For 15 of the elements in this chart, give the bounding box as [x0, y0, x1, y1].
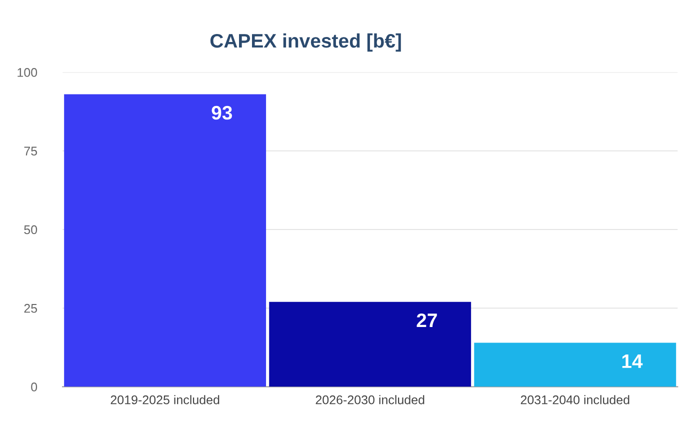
- bar: [64, 94, 266, 387]
- data-label: 93: [212, 106, 232, 120]
- y-tick-label: 50: [24, 225, 38, 234]
- bar: [474, 342, 676, 387]
- data-label: 14: [622, 354, 643, 368]
- x-tick-label: 2026-2030 included: [316, 395, 424, 404]
- x-tick-label: 2031-2040 included: [520, 395, 630, 404]
- data-label: 27: [416, 313, 437, 328]
- chart-title: CAPEX invested [b€]: [210, 33, 401, 52]
- y-tick-label: 100: [18, 68, 38, 77]
- bar: [269, 302, 472, 387]
- x-tick-label: 2019-2025 included: [110, 395, 220, 404]
- y-tick-label: 0: [31, 382, 38, 392]
- y-tick-label: 75: [24, 146, 38, 156]
- y-tick-label: 25: [24, 304, 38, 313]
